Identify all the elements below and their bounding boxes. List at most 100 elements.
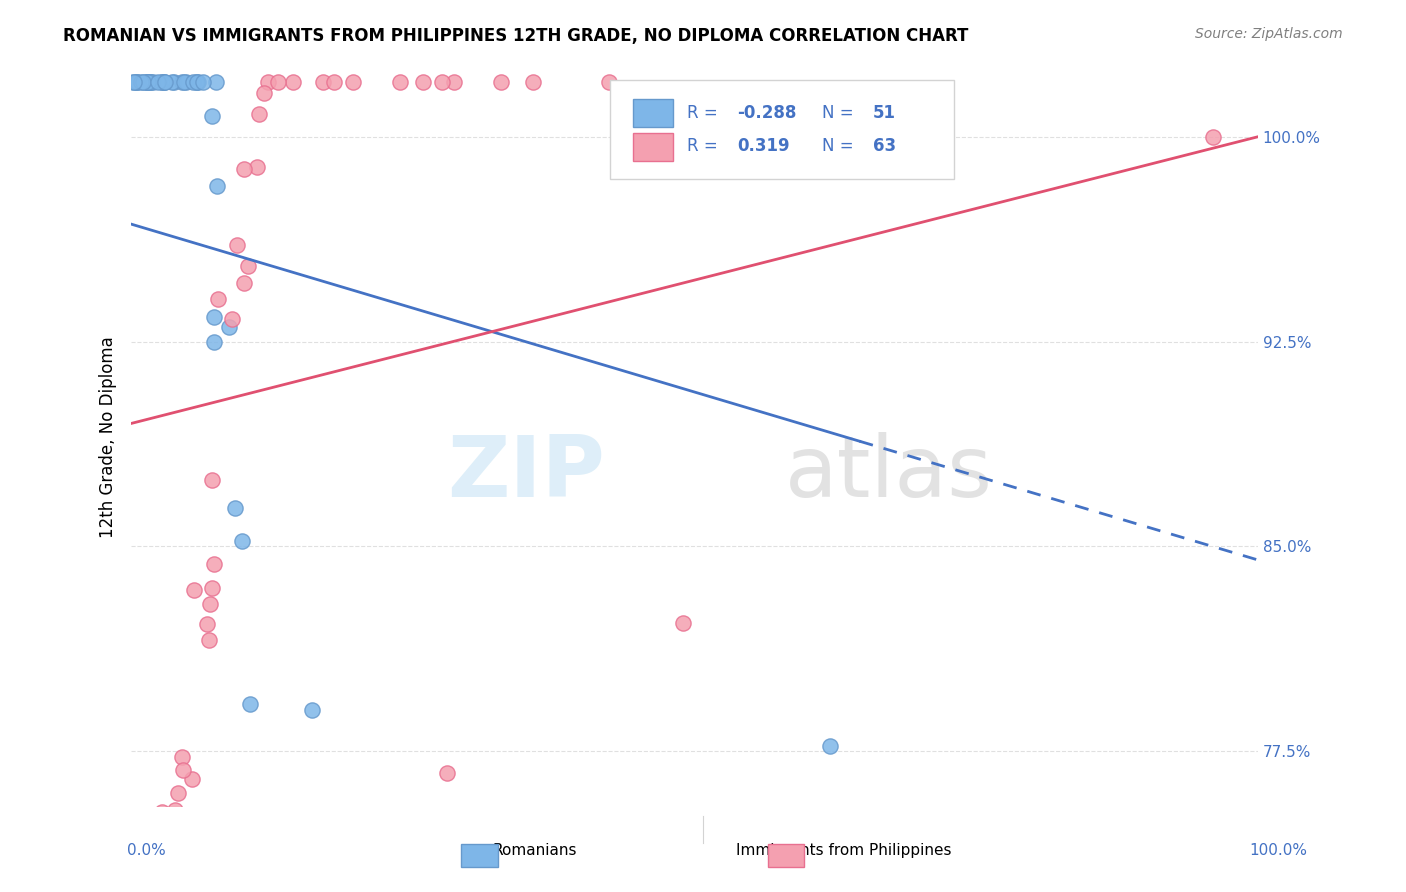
Point bbox=[246, 161, 269, 175]
Point bbox=[122, 75, 145, 89]
Text: ROMANIAN VS IMMIGRANTS FROM PHILIPPINES 12TH GRADE, NO DIPLOMA CORRELATION CHART: ROMANIAN VS IMMIGRANTS FROM PHILIPPINES … bbox=[63, 27, 969, 45]
Text: 63: 63 bbox=[873, 136, 896, 155]
Point bbox=[818, 739, 841, 753]
Point bbox=[252, 86, 274, 100]
Point bbox=[423, 812, 446, 826]
Point bbox=[124, 75, 146, 89]
Point bbox=[148, 75, 170, 89]
Text: Immigrants from Philippines: Immigrants from Philippines bbox=[735, 843, 952, 858]
Point bbox=[157, 812, 180, 826]
Point bbox=[129, 75, 152, 89]
Point bbox=[141, 75, 163, 89]
Point bbox=[323, 75, 346, 89]
Point bbox=[135, 75, 157, 89]
Point bbox=[187, 75, 209, 89]
Point bbox=[172, 749, 194, 764]
Point bbox=[259, 812, 281, 826]
Point bbox=[172, 763, 194, 777]
Text: -0.288: -0.288 bbox=[737, 103, 797, 121]
Point bbox=[239, 697, 262, 711]
Point bbox=[489, 75, 512, 89]
Point bbox=[150, 75, 173, 89]
Point bbox=[134, 812, 156, 826]
Point bbox=[281, 812, 304, 826]
Point bbox=[1202, 129, 1225, 144]
Point bbox=[522, 75, 544, 89]
Point bbox=[153, 75, 176, 89]
Point bbox=[153, 75, 176, 89]
Point bbox=[204, 75, 226, 89]
Point bbox=[167, 812, 190, 826]
Point bbox=[207, 292, 229, 306]
Text: Source: ZipAtlas.com: Source: ZipAtlas.com bbox=[1195, 27, 1343, 41]
Point bbox=[173, 75, 195, 89]
Point bbox=[389, 75, 412, 89]
Point bbox=[191, 75, 214, 89]
Text: atlas: atlas bbox=[785, 433, 993, 516]
Point bbox=[202, 334, 225, 349]
Text: 51: 51 bbox=[873, 103, 896, 121]
Point bbox=[301, 812, 323, 826]
Point bbox=[201, 109, 224, 123]
Point bbox=[131, 812, 153, 826]
Point bbox=[150, 805, 173, 819]
Point bbox=[186, 75, 208, 89]
Point bbox=[436, 765, 458, 780]
Point bbox=[121, 812, 143, 826]
Point bbox=[135, 812, 157, 826]
Point bbox=[122, 812, 145, 826]
Point bbox=[138, 812, 160, 826]
Point bbox=[342, 75, 364, 89]
Point bbox=[165, 803, 187, 817]
Text: Romanians: Romanians bbox=[492, 843, 576, 858]
Point bbox=[231, 533, 253, 548]
Point bbox=[301, 703, 323, 717]
Point bbox=[391, 812, 413, 826]
Point bbox=[136, 812, 159, 826]
Point bbox=[233, 162, 256, 177]
Text: 0.0%: 0.0% bbox=[127, 843, 166, 858]
Point bbox=[135, 75, 157, 89]
Text: N =: N = bbox=[823, 136, 859, 155]
Point bbox=[281, 75, 304, 89]
Point bbox=[312, 75, 335, 89]
Point bbox=[672, 615, 695, 630]
Point bbox=[138, 75, 160, 89]
Point bbox=[134, 75, 156, 89]
Point bbox=[336, 812, 359, 826]
FancyBboxPatch shape bbox=[610, 79, 953, 179]
Point bbox=[269, 812, 291, 826]
Point bbox=[205, 179, 228, 194]
Point bbox=[148, 812, 170, 826]
Point bbox=[166, 786, 188, 800]
Point bbox=[181, 772, 204, 787]
Y-axis label: 12th Grade, No Diploma: 12th Grade, No Diploma bbox=[100, 336, 117, 538]
Point bbox=[124, 812, 146, 826]
Point bbox=[186, 75, 208, 89]
Point bbox=[162, 75, 184, 89]
Point bbox=[183, 582, 205, 597]
Point bbox=[150, 75, 173, 89]
Point bbox=[197, 632, 219, 647]
FancyBboxPatch shape bbox=[633, 133, 673, 161]
Point bbox=[134, 812, 156, 826]
Point bbox=[247, 107, 270, 121]
Point bbox=[152, 812, 174, 826]
Point bbox=[174, 75, 197, 89]
Point bbox=[127, 812, 149, 826]
Point bbox=[221, 311, 243, 326]
Point bbox=[201, 581, 224, 595]
Point bbox=[388, 812, 411, 826]
Point bbox=[195, 616, 218, 631]
Point bbox=[432, 75, 454, 89]
Point bbox=[202, 557, 225, 571]
Point bbox=[142, 812, 165, 826]
Point bbox=[136, 75, 159, 89]
Point bbox=[236, 259, 259, 273]
Point bbox=[202, 310, 225, 324]
Point bbox=[153, 75, 176, 89]
Point bbox=[257, 75, 280, 89]
Text: R =: R = bbox=[686, 103, 723, 121]
Point bbox=[201, 473, 224, 487]
Point bbox=[436, 812, 458, 826]
